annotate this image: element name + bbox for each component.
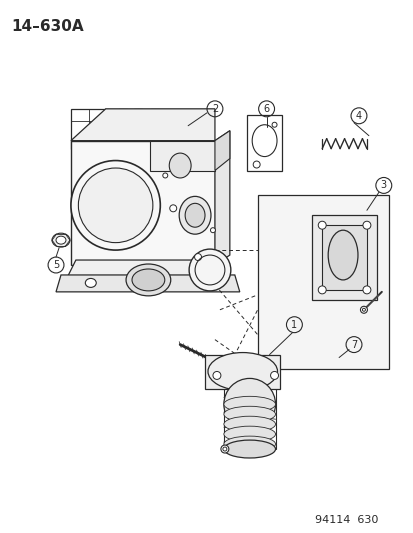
Ellipse shape	[270, 372, 278, 379]
Polygon shape	[66, 260, 224, 280]
Ellipse shape	[212, 372, 221, 379]
Ellipse shape	[78, 168, 152, 243]
Polygon shape	[56, 275, 239, 292]
Ellipse shape	[71, 160, 160, 250]
Text: 14–630A: 14–630A	[11, 19, 84, 34]
Ellipse shape	[85, 278, 96, 287]
Text: 94114  630: 94114 630	[315, 515, 378, 524]
Polygon shape	[257, 196, 388, 369]
Text: 5: 5	[53, 260, 59, 270]
Ellipse shape	[199, 278, 210, 287]
Ellipse shape	[223, 378, 275, 430]
Ellipse shape	[360, 306, 366, 313]
Ellipse shape	[179, 196, 211, 234]
Polygon shape	[204, 354, 279, 389]
Ellipse shape	[221, 445, 228, 453]
Ellipse shape	[223, 406, 275, 422]
Ellipse shape	[162, 173, 167, 178]
Ellipse shape	[210, 228, 215, 233]
Ellipse shape	[189, 249, 230, 291]
Ellipse shape	[169, 153, 191, 178]
Ellipse shape	[362, 221, 370, 229]
Ellipse shape	[223, 397, 275, 412]
Polygon shape	[214, 131, 229, 171]
Ellipse shape	[318, 221, 325, 229]
Ellipse shape	[56, 236, 66, 244]
Text: 1: 1	[291, 320, 297, 330]
Text: 7: 7	[350, 340, 356, 350]
Text: 4: 4	[355, 111, 361, 121]
Ellipse shape	[223, 440, 275, 458]
Polygon shape	[71, 109, 214, 141]
Polygon shape	[311, 215, 376, 300]
Polygon shape	[71, 141, 214, 265]
Text: 2: 2	[211, 104, 218, 114]
Ellipse shape	[194, 254, 201, 261]
Ellipse shape	[185, 203, 204, 227]
Ellipse shape	[223, 426, 275, 442]
Text: 3: 3	[380, 181, 386, 190]
Ellipse shape	[207, 352, 277, 390]
Polygon shape	[214, 131, 229, 265]
Ellipse shape	[126, 264, 170, 296]
Ellipse shape	[52, 233, 70, 247]
Ellipse shape	[328, 230, 357, 280]
Ellipse shape	[223, 436, 275, 452]
Ellipse shape	[169, 205, 176, 212]
Polygon shape	[150, 141, 214, 171]
Text: 6: 6	[263, 104, 269, 114]
Ellipse shape	[318, 286, 325, 294]
Ellipse shape	[362, 286, 370, 294]
Ellipse shape	[223, 416, 275, 432]
Polygon shape	[321, 225, 366, 290]
Ellipse shape	[132, 269, 164, 291]
